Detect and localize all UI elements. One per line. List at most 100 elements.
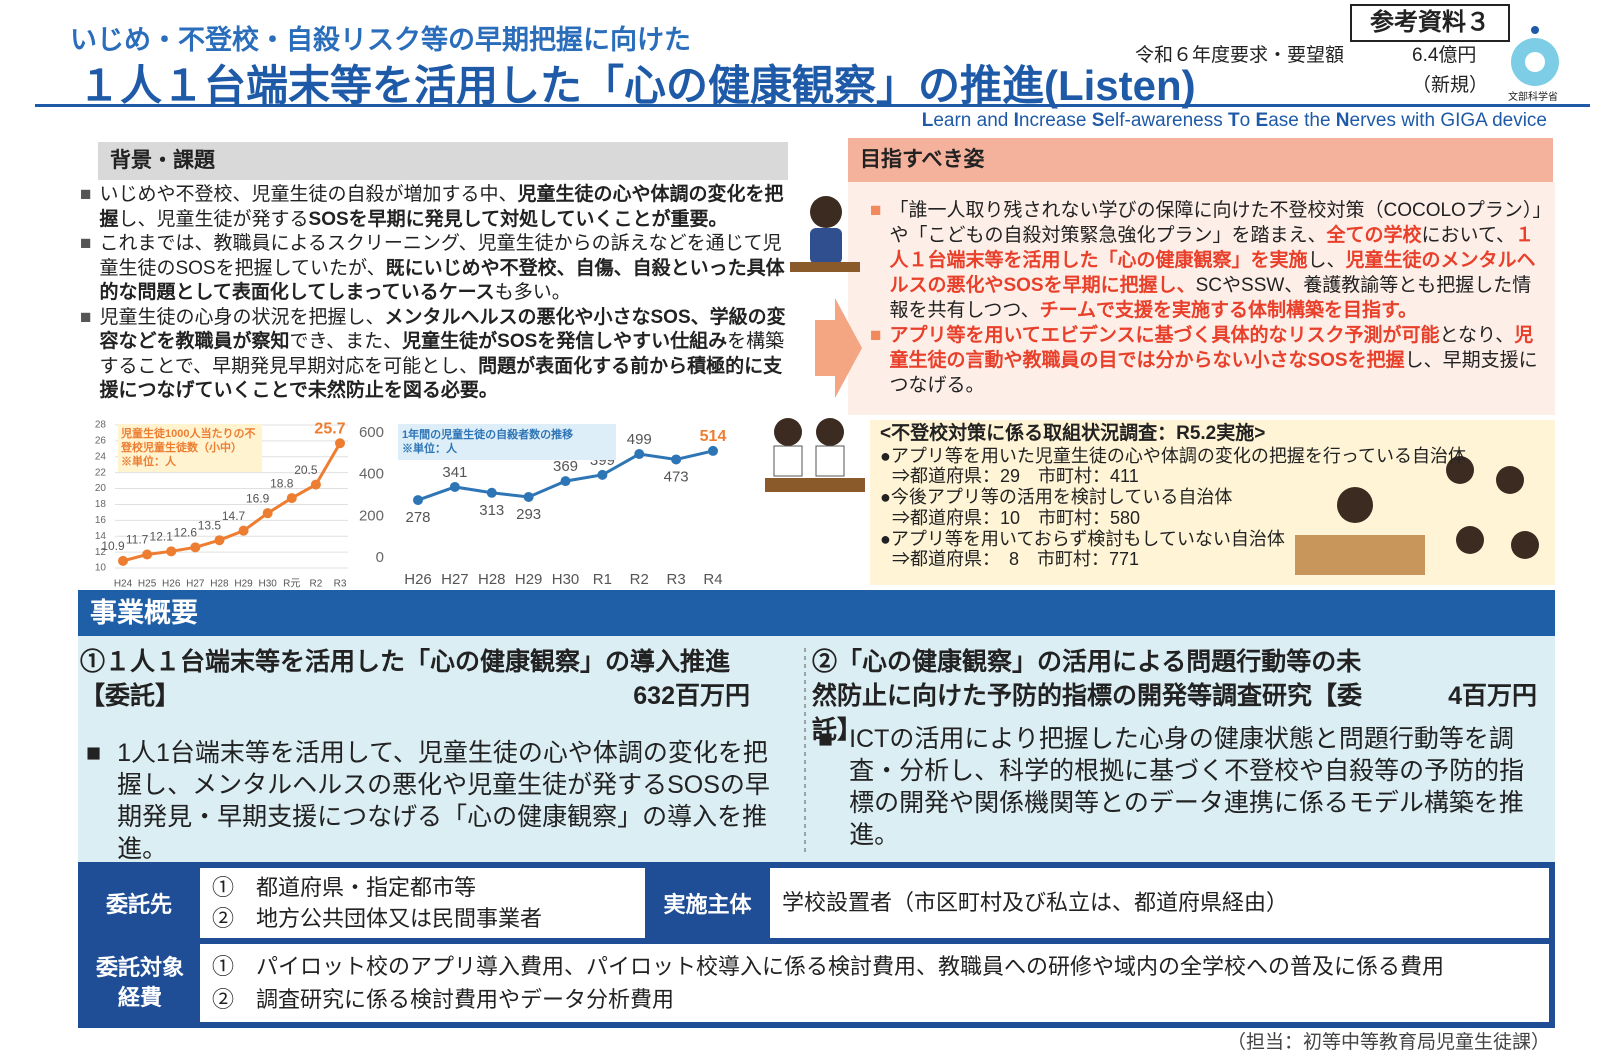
text-run: ase the bbox=[1268, 110, 1336, 131]
data-label: 11.7 bbox=[126, 533, 149, 547]
item-title: ②「心の健康観察」の活用による問題行動等の未然防止に向けた予防的指標の開発等調査… bbox=[812, 648, 1363, 744]
y-tick-label: 10 bbox=[95, 563, 107, 574]
data-label: 25.7 bbox=[314, 420, 345, 437]
x-tick-label: R3 bbox=[667, 571, 686, 588]
x-tick-label: H30 bbox=[552, 571, 580, 588]
data-label: 293 bbox=[516, 506, 541, 523]
point bbox=[214, 535, 225, 546]
point bbox=[238, 525, 249, 536]
text-run: １人１台端末等を活用した「心の健康観察」を実施 bbox=[889, 225, 1535, 271]
bullet-text: 1人1台端末等を活用して、児童生徒の心や体調の変化を把握し、メンタルヘルスの悪化… bbox=[117, 739, 770, 863]
data-label: 10.9 bbox=[101, 539, 125, 553]
text-run: メンタルヘルスの悪化や小さなSOS、学級の変容などを教職員が察知 bbox=[99, 306, 786, 353]
survey-panel bbox=[870, 420, 1555, 585]
table-cell bbox=[770, 868, 1549, 938]
point bbox=[449, 481, 460, 492]
budget-note: （新規） bbox=[1412, 75, 1489, 96]
data-label: 16.9 bbox=[246, 491, 270, 505]
contractor: ② 地方公共団体又は民間事業者 bbox=[212, 906, 543, 931]
item-amount: 632百万円 bbox=[633, 682, 750, 710]
ministry: 文部科学省 bbox=[1508, 92, 1558, 103]
text-run: 児童生徒の心身の状況を把握し、 bbox=[99, 306, 385, 328]
table-value: ① パイロット校のアプリ導入費用、パイロット校導入に係る検討費用、教職員への研修… bbox=[212, 950, 1444, 1016]
data-label: 18.8 bbox=[270, 476, 294, 490]
text-run: 既にいじめや不登校、自傷、自殺といった具体的な問題として表面化してしまっているケ… bbox=[99, 257, 785, 304]
item-amount: 4百万円 bbox=[1448, 682, 1537, 710]
y-tick-label: 14 bbox=[95, 531, 107, 542]
table-label: 委託対象経費 bbox=[95, 955, 184, 1010]
chart-title-box: 児童生徒1000人当たりの不登校児童生徒数（小中） ※単位：人 bbox=[118, 424, 262, 472]
overview-panel bbox=[78, 636, 1555, 862]
text-run: し、早期支援につなげる。 bbox=[889, 350, 1538, 396]
y-tick-label: 12 bbox=[95, 547, 107, 558]
chart-title: 児童生徒1000人当たりの不登校児童生徒数（小中） bbox=[121, 428, 256, 454]
bullet-list: ■ 「誰一人取り残されない学びの保障に向けた不登校対策（COCOLOプラン）」や「… bbox=[870, 198, 1546, 398]
data-label: 20.5 bbox=[294, 463, 318, 477]
text-run: いじめや不登校、児童生徒の自殺が増加する中、 bbox=[99, 184, 518, 205]
text-run: SOSを早期に発見して対処していくことが重要。 bbox=[308, 208, 728, 230]
bullet: ■ アプリ等を用いてエビデンスに基づく具体的なリスク予測が可能となり、児童生徒の言… bbox=[870, 323, 1546, 398]
chart-title-box: 1年間の児童生徒の自殺者数の推移 ※単位：人 bbox=[398, 424, 616, 460]
bullet-marker: ■ bbox=[86, 739, 102, 767]
bullet-text: 児童生徒の心身の状況を把握し、メンタルヘルスの悪化や小さなSOS、学級の変容など… bbox=[99, 306, 792, 404]
text-run: 「誰一人取り残されない学びの保障に向けた不登校対策（COCOLOプラン）」や「こ… bbox=[889, 200, 1542, 246]
x-tick-label: R4 bbox=[703, 571, 722, 588]
text-run: において、 bbox=[1421, 225, 1515, 246]
data-label: 12.6 bbox=[174, 526, 198, 540]
data-label: 278 bbox=[405, 509, 430, 526]
text-run: 児童生徒がSOSを発信しやすい仕組み bbox=[402, 331, 728, 352]
point bbox=[486, 487, 497, 498]
x-tick-label: H29 bbox=[515, 571, 543, 588]
table-value: 学校設置者（市区町村及び私立は、都道府県経由） bbox=[782, 890, 1289, 915]
budget-amount: 6.4億円 bbox=[1412, 45, 1477, 66]
data-label: 369 bbox=[553, 458, 578, 475]
bullet-marker: ■ bbox=[80, 306, 92, 328]
section-heading: 目指すべき姿 bbox=[848, 138, 1553, 182]
group-icon bbox=[1295, 456, 1539, 575]
bullet-list: ■ いじめや不登校、児童生徒の自殺が増加する中、児童生徒の心や体調の変化を把握し、… bbox=[80, 183, 792, 404]
header-rule bbox=[35, 104, 1590, 107]
bullet: ■ ICTの活用により把握した心身の健康状態と問題行動等を調査・分析し、科学的根拠… bbox=[812, 723, 1547, 851]
cost: ② 調査研究に係る検討費用やデータ分析費用 bbox=[212, 987, 675, 1012]
subtitle: いじめ・不登校・自殺リスク等の早期把握に向けた bbox=[70, 25, 691, 55]
x-tick-label: H26 bbox=[404, 571, 432, 588]
data-label: 514 bbox=[700, 428, 727, 445]
chart-title: 1年間の児童生徒の自殺者数の推移 bbox=[402, 429, 574, 441]
y-tick-label: 400 bbox=[359, 466, 384, 483]
x-tick-label: H28 bbox=[478, 571, 506, 588]
survey-detail: ⇒都道府県：10 市町村：580 bbox=[892, 507, 1141, 528]
y-tick-label: 0 bbox=[376, 549, 384, 566]
text-run: S bbox=[1091, 110, 1105, 131]
footer: （担当：初等中等教育局児童生徒課） bbox=[1226, 1032, 1550, 1053]
data-label: 313 bbox=[479, 502, 504, 519]
data-label: 499 bbox=[627, 431, 652, 448]
item-heading: ②「心の健康観察」の活用による問題行動等の未然防止に向けた予防的指標の開発等調査… bbox=[812, 645, 1547, 744]
x-tick-label: R元 bbox=[283, 579, 300, 590]
point bbox=[262, 508, 273, 519]
contractor: ① 都道府県・指定都市等 bbox=[212, 875, 477, 900]
point bbox=[634, 449, 645, 460]
overview-item: ①１人１台端末等を活用した「心の健康観察」の導入推進【委託】 632百万円 ■ 1人1… bbox=[80, 645, 785, 865]
text-run: L bbox=[921, 110, 934, 131]
y-tick-label: 16 bbox=[95, 515, 107, 526]
bullet: ■ これまでは、教職員によるスクリーニング、児童生徒からの訴えなどを通じて児童生徒… bbox=[80, 232, 792, 306]
point bbox=[671, 454, 682, 465]
text-run: elf-awareness bbox=[1104, 110, 1229, 131]
point bbox=[286, 493, 297, 504]
student-icon bbox=[790, 196, 860, 272]
overview-band bbox=[78, 590, 1555, 636]
kids-icon bbox=[765, 418, 865, 492]
x-tick-label: H29 bbox=[234, 579, 253, 590]
y-tick-label: 22 bbox=[95, 467, 107, 478]
point bbox=[413, 495, 423, 506]
survey-detail: ⇒都道府県： 8 市町村：771 bbox=[892, 549, 1140, 570]
survey-detail: ⇒都道府県：29 市町村：411 bbox=[892, 466, 1139, 487]
y-tick-label: 20 bbox=[95, 483, 107, 494]
bullet-text: ICTの活用により把握した心身の健康状態と問題行動等を調査・分析し、科学的根拠に… bbox=[849, 725, 1525, 849]
table-cell bbox=[200, 944, 1549, 1022]
text-run: I bbox=[1013, 110, 1019, 131]
text-run: 問題が表面化する前から積極的に支援につなげていくことで未然防止を図る必要。 bbox=[99, 355, 783, 402]
text-run: SCやSSW、養護教諭等とも把握した情報を共有しつつ、 bbox=[889, 275, 1532, 321]
x-tick-label: H28 bbox=[210, 579, 229, 590]
bullet-marker: ■ bbox=[870, 325, 882, 346]
